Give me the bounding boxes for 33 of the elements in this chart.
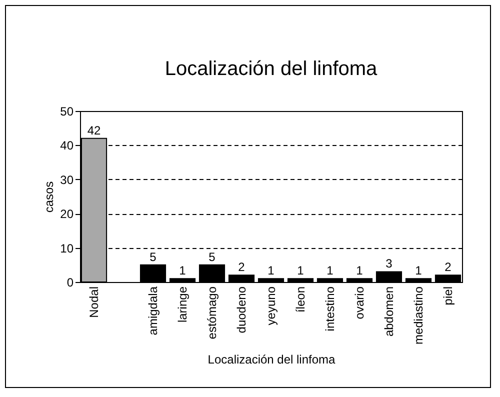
x-tick-label: íleon <box>294 286 308 313</box>
y-tick-label: 10 <box>60 241 74 256</box>
x-tick-label: mediastino <box>411 286 426 345</box>
data-label: 1 <box>326 264 334 278</box>
x-axis-title: Localización del linfoma <box>208 352 336 367</box>
data-label: 1 <box>356 264 364 278</box>
data-label: 5 <box>208 250 216 264</box>
x-tick-label: yeyuno <box>264 286 278 326</box>
y-tick-label: 30 <box>60 172 74 187</box>
x-tick-label: laringe <box>176 286 190 323</box>
y-tick-label: 20 <box>60 207 74 222</box>
x-tick-label: amigdala <box>146 286 160 336</box>
data-label: 2 <box>238 260 246 274</box>
data-label: 42 <box>87 123 102 138</box>
data-label: 5 <box>150 250 157 264</box>
x-tick-label: ovario <box>352 286 366 320</box>
x-tick-label: piel <box>440 286 455 306</box>
y-tick-label: 0 <box>66 276 74 290</box>
y-tick-label: 40 <box>60 138 74 153</box>
data-label: 1 <box>297 264 304 278</box>
data-label: 1 <box>415 264 422 278</box>
x-tick-label: estómago <box>205 286 220 340</box>
x-tick-label: Nodal <box>87 286 102 318</box>
y-axis-title: casos <box>42 181 56 213</box>
y-tick-label: 50 <box>60 104 74 118</box>
data-label: 3 <box>386 256 393 271</box>
x-tick-label: duodeno <box>234 286 248 334</box>
data-label: 1 <box>179 264 186 278</box>
x-tick-label: abdomen <box>382 286 396 337</box>
x-tick-label: intestino <box>322 286 337 332</box>
data-label: 2 <box>444 260 452 274</box>
chart-title: Localización del linfoma <box>164 58 378 80</box>
data-label: 1 <box>268 264 275 278</box>
